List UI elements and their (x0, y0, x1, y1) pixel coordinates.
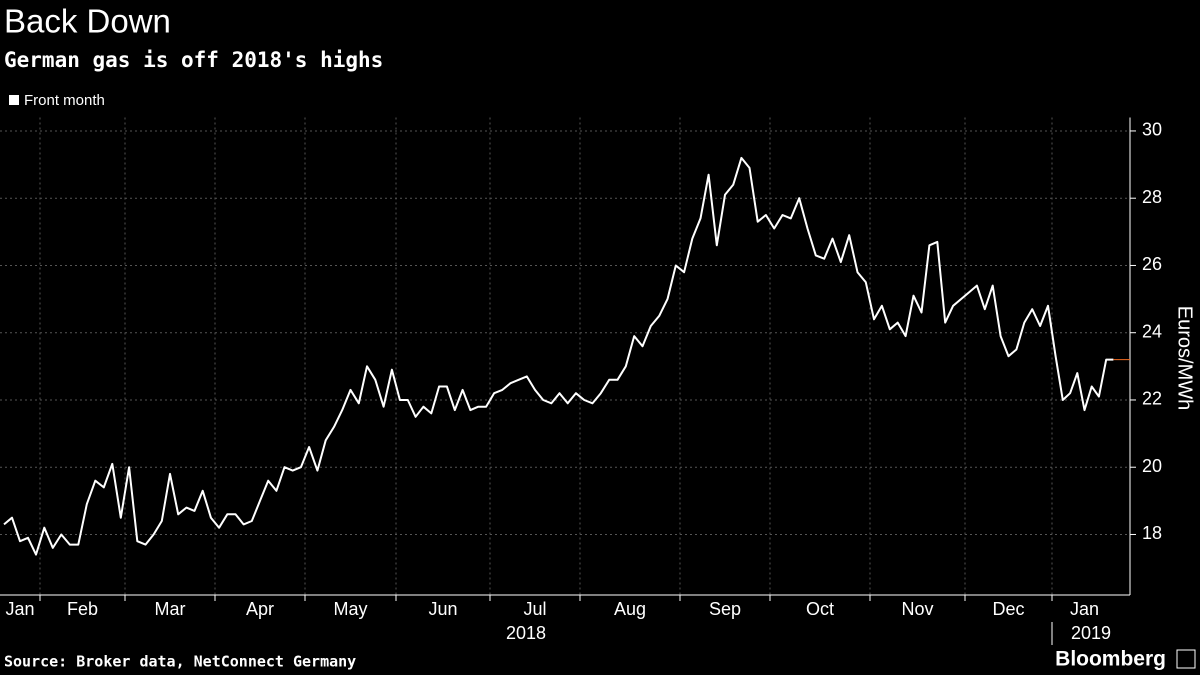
y-tick-label: 30 (1142, 120, 1162, 140)
year-label: 2019 (1071, 623, 1111, 643)
brand: Bloomberg (1055, 648, 1166, 671)
legend-swatch (9, 95, 19, 105)
y-tick-label: 22 (1142, 389, 1162, 409)
y-tick-label: 26 (1142, 254, 1162, 274)
series-line (3, 156, 1114, 556)
brand-icon (1176, 649, 1196, 669)
x-tick-label: Feb (67, 599, 98, 619)
y-tick-label: 24 (1142, 321, 1162, 341)
chart-title: Back Down (4, 3, 171, 40)
y-tick-label: 20 (1142, 456, 1162, 476)
x-tick-label: Mar (155, 599, 186, 619)
x-tick-label: Jul (523, 599, 546, 619)
legend-label: Front month (24, 92, 105, 109)
x-tick-label: Oct (806, 599, 834, 619)
x-tick-label: Sep (709, 599, 741, 619)
y-tick-label: 28 (1142, 187, 1162, 207)
x-tick-label: Jun (428, 599, 457, 619)
y-axis-label: Euros/MWh (1174, 306, 1196, 410)
x-tick-label: Jan (5, 599, 34, 619)
x-tick-label: May (333, 599, 367, 619)
year-label: 2018 (506, 623, 546, 643)
x-tick-label: Nov (901, 599, 933, 619)
x-tick-label: Apr (246, 599, 274, 619)
x-tick-label: Dec (992, 599, 1024, 619)
chart-subtitle: German gas is off 2018's highs (4, 48, 383, 72)
x-tick-label: Aug (614, 599, 646, 619)
y-tick-label: 18 (1142, 523, 1162, 543)
x-tick-label: Jan (1070, 599, 1099, 619)
source: Source: Broker data, NetConnect Germany (4, 653, 356, 671)
